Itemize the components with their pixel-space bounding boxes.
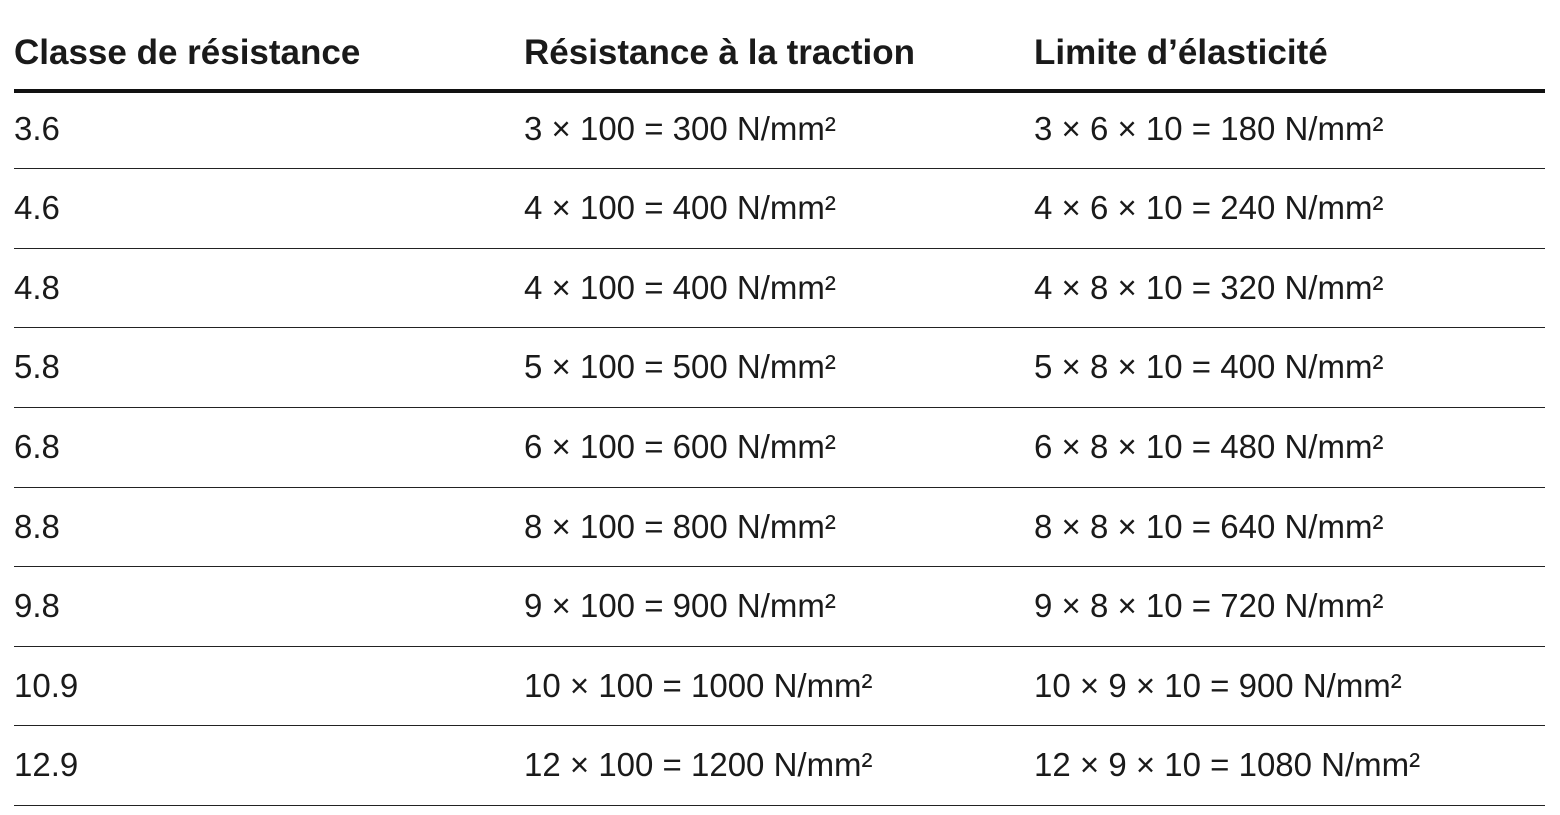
table-row: 4.6 4 × 100 = 400 N/mm² 4 × 6 × 10 = 240 N… [14,169,1545,249]
table-cell: 8 × 100 = 800 N/mm² [524,507,836,545]
table-row: 12.9 12 × 100 = 1200 N/mm² 12 × 9 × 10 = 1… [14,726,1545,806]
header-cell: Limite d’élasticité [1034,33,1328,72]
table-cell: 4.8 [14,268,60,306]
table-row: 5.8 5 × 100 = 500 N/mm² 5 × 8 × 10 = 400 N… [14,328,1545,408]
table-cell: 12.9 [14,746,79,784]
header-cell: Classe de résistance [14,33,361,72]
table-cell: 3 × 100 = 300 N/mm² [524,110,836,148]
table-cell: 4.6 [14,189,60,227]
table-cell: 10 × 9 × 10 = 900 N/mm² [1034,666,1402,704]
table-row: 4.8 4 × 100 = 400 N/mm² 4 × 8 × 10 = 320 N… [14,249,1545,328]
table-cell: 6 × 100 = 600 N/mm² [524,428,836,466]
table-cell: 3 × 6 × 10 = 180 N/mm² [1034,110,1384,148]
table-cell: 4 × 6 × 10 = 240 N/mm² [1034,189,1384,227]
table-cell: 4 × 100 = 400 N/mm² [524,189,836,227]
table-row: 3.6 3 × 100 = 300 N/mm² 3 × 6 × 10 = 180 N… [14,91,1545,169]
table-cell: 12 × 100 = 1200 N/mm² [524,746,873,784]
table-row: 6.8 6 × 100 = 600 N/mm² 6 × 8 × 10 = 480 N… [14,408,1545,488]
table-cell: 8 × 8 × 10 = 640 N/mm² [1034,507,1384,545]
table-cell: 10 × 100 = 1000 N/mm² [524,666,873,704]
table-cell: 5.8 [14,348,60,386]
table-cell: 5 × 100 = 500 N/mm² [524,348,836,386]
table-cell: 6.8 [14,428,60,466]
table-cell: 5 × 8 × 10 = 400 N/mm² [1034,348,1384,386]
table-cell: 12 × 9 × 10 = 1080 N/mm² [1034,746,1421,784]
table-cell: 8.8 [14,507,60,545]
table-cell: 6 × 8 × 10 = 480 N/mm² [1034,428,1384,466]
header-cell: Résistance à la traction [524,33,915,72]
table-row: 8.8 8 × 100 = 800 N/mm² 8 × 8 × 10 = 640 N… [14,488,1545,567]
table-row: 9.8 9 × 100 = 900 N/mm² 9 × 8 × 10 = 720 N… [14,567,1545,647]
table: Classe de résistance Résistance à la trac… [14,0,1545,815]
header-row: Classe de résistance Résistance à la trac… [14,0,1545,93]
table-cell: 10.9 [14,666,79,704]
table-row: 10.9 10 × 100 = 1000 N/mm² 10 × 9 × 10 = 9… [14,647,1545,726]
table-cell: 4 × 100 = 400 N/mm² [524,268,836,306]
table-cell: 9 × 8 × 10 = 720 N/mm² [1034,587,1384,625]
table-cell: 4 × 8 × 10 = 320 N/mm² [1034,268,1384,306]
table-cell: 3.6 [14,110,60,148]
table-cell: 9 × 100 = 900 N/mm² [524,587,836,625]
table-cell: 9.8 [14,587,60,625]
